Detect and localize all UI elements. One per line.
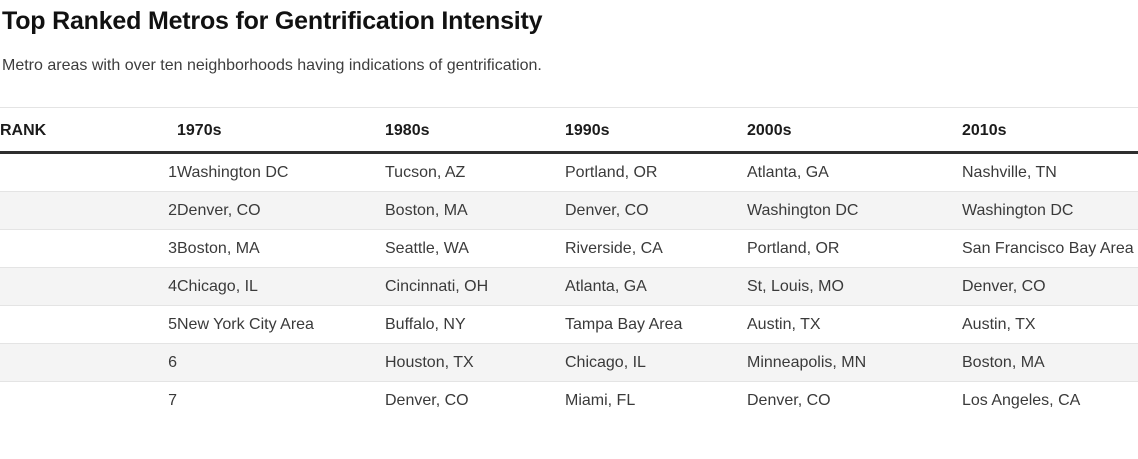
column-header-1970s: 1970s — [177, 107, 385, 154]
page: Top Ranked Metros for Gentrification Int… — [0, 6, 1138, 459]
metro-cell: Washington DC — [747, 191, 962, 230]
gentrification-table: RANK 1970s 1980s 1990s 2000s 2010s 1 Was… — [0, 107, 1138, 419]
metro-cell: Seattle, WA — [385, 229, 565, 268]
metro-cell: Washington DC — [177, 152, 385, 192]
metro-cell: New York City Area — [177, 305, 385, 344]
column-header-1990s: 1990s — [565, 107, 747, 154]
header-row: RANK 1970s 1980s 1990s 2000s 2010s — [0, 107, 1138, 154]
table-row: 4 Chicago, IL Cincinnati, OH Atlanta, GA… — [0, 267, 1138, 306]
metro-cell: Chicago, IL — [565, 343, 747, 382]
column-header-1980s: 1980s — [385, 107, 565, 154]
column-header-2010s: 2010s — [962, 107, 1138, 154]
metro-cell: Portland, OR — [747, 229, 962, 268]
rank-cell: 7 — [0, 381, 177, 419]
metro-cell: Boston, MA — [177, 229, 385, 268]
metro-cell: Boston, MA — [962, 343, 1138, 382]
metro-cell: Denver, CO — [177, 191, 385, 230]
table-header: RANK 1970s 1980s 1990s 2000s 2010s — [0, 107, 1138, 154]
metro-cell: Atlanta, GA — [565, 267, 747, 306]
rank-cell: 2 — [0, 191, 177, 230]
metro-cell: Tampa Bay Area — [565, 305, 747, 344]
metro-cell: Washington DC — [962, 191, 1138, 230]
column-header-2000s: 2000s — [747, 107, 962, 154]
metro-cell: San Francisco Bay Area — [962, 229, 1138, 268]
metro-cell: Cincinnati, OH — [385, 267, 565, 306]
metro-cell — [177, 343, 385, 382]
metro-cell: Riverside, CA — [565, 229, 747, 268]
metro-cell: Austin, TX — [747, 305, 962, 344]
table-row: 2 Denver, CO Boston, MA Denver, CO Washi… — [0, 191, 1138, 230]
page-title: Top Ranked Metros for Gentrification Int… — [2, 7, 543, 35]
metro-cell: Chicago, IL — [177, 267, 385, 306]
table-row: 1 Washington DC Tucson, AZ Portland, OR … — [0, 152, 1138, 192]
metro-cell: Los Angeles, CA — [962, 381, 1138, 419]
metro-cell: Denver, CO — [747, 381, 962, 419]
table-row: 6 Houston, TX Chicago, IL Minneapolis, M… — [0, 343, 1138, 382]
metro-cell: Minneapolis, MN — [747, 343, 962, 382]
rank-cell: 1 — [0, 152, 177, 192]
rank-cell: 4 — [0, 267, 177, 306]
metro-cell: St, Louis, MO — [747, 267, 962, 306]
metro-cell: Denver, CO — [565, 191, 747, 230]
table-row: 5 New York City Area Buffalo, NY Tampa B… — [0, 305, 1138, 344]
metro-cell: Nashville, TN — [962, 152, 1138, 192]
metro-cell: Portland, OR — [565, 152, 747, 192]
metro-cell: Boston, MA — [385, 191, 565, 230]
page-subtitle: Metro areas with over ten neighborhoods … — [2, 57, 542, 74]
metro-cell: Atlanta, GA — [747, 152, 962, 192]
rank-cell: 3 — [0, 229, 177, 268]
metro-cell — [177, 381, 385, 419]
table-row: 7 Denver, CO Miami, FL Denver, CO Los An… — [0, 381, 1138, 419]
rank-cell: 5 — [0, 305, 177, 344]
metro-cell: Miami, FL — [565, 381, 747, 419]
metro-cell: Denver, CO — [385, 381, 565, 419]
rank-cell: 6 — [0, 343, 177, 382]
table-row: 3 Boston, MA Seattle, WA Riverside, CA P… — [0, 229, 1138, 268]
metro-cell: Tucson, AZ — [385, 152, 565, 192]
metro-cell: Buffalo, NY — [385, 305, 565, 344]
table-body: 1 Washington DC Tucson, AZ Portland, OR … — [0, 152, 1138, 419]
column-header-rank: RANK — [0, 107, 177, 154]
metro-cell: Denver, CO — [962, 267, 1138, 306]
metro-cell: Austin, TX — [962, 305, 1138, 344]
metro-cell: Houston, TX — [385, 343, 565, 382]
